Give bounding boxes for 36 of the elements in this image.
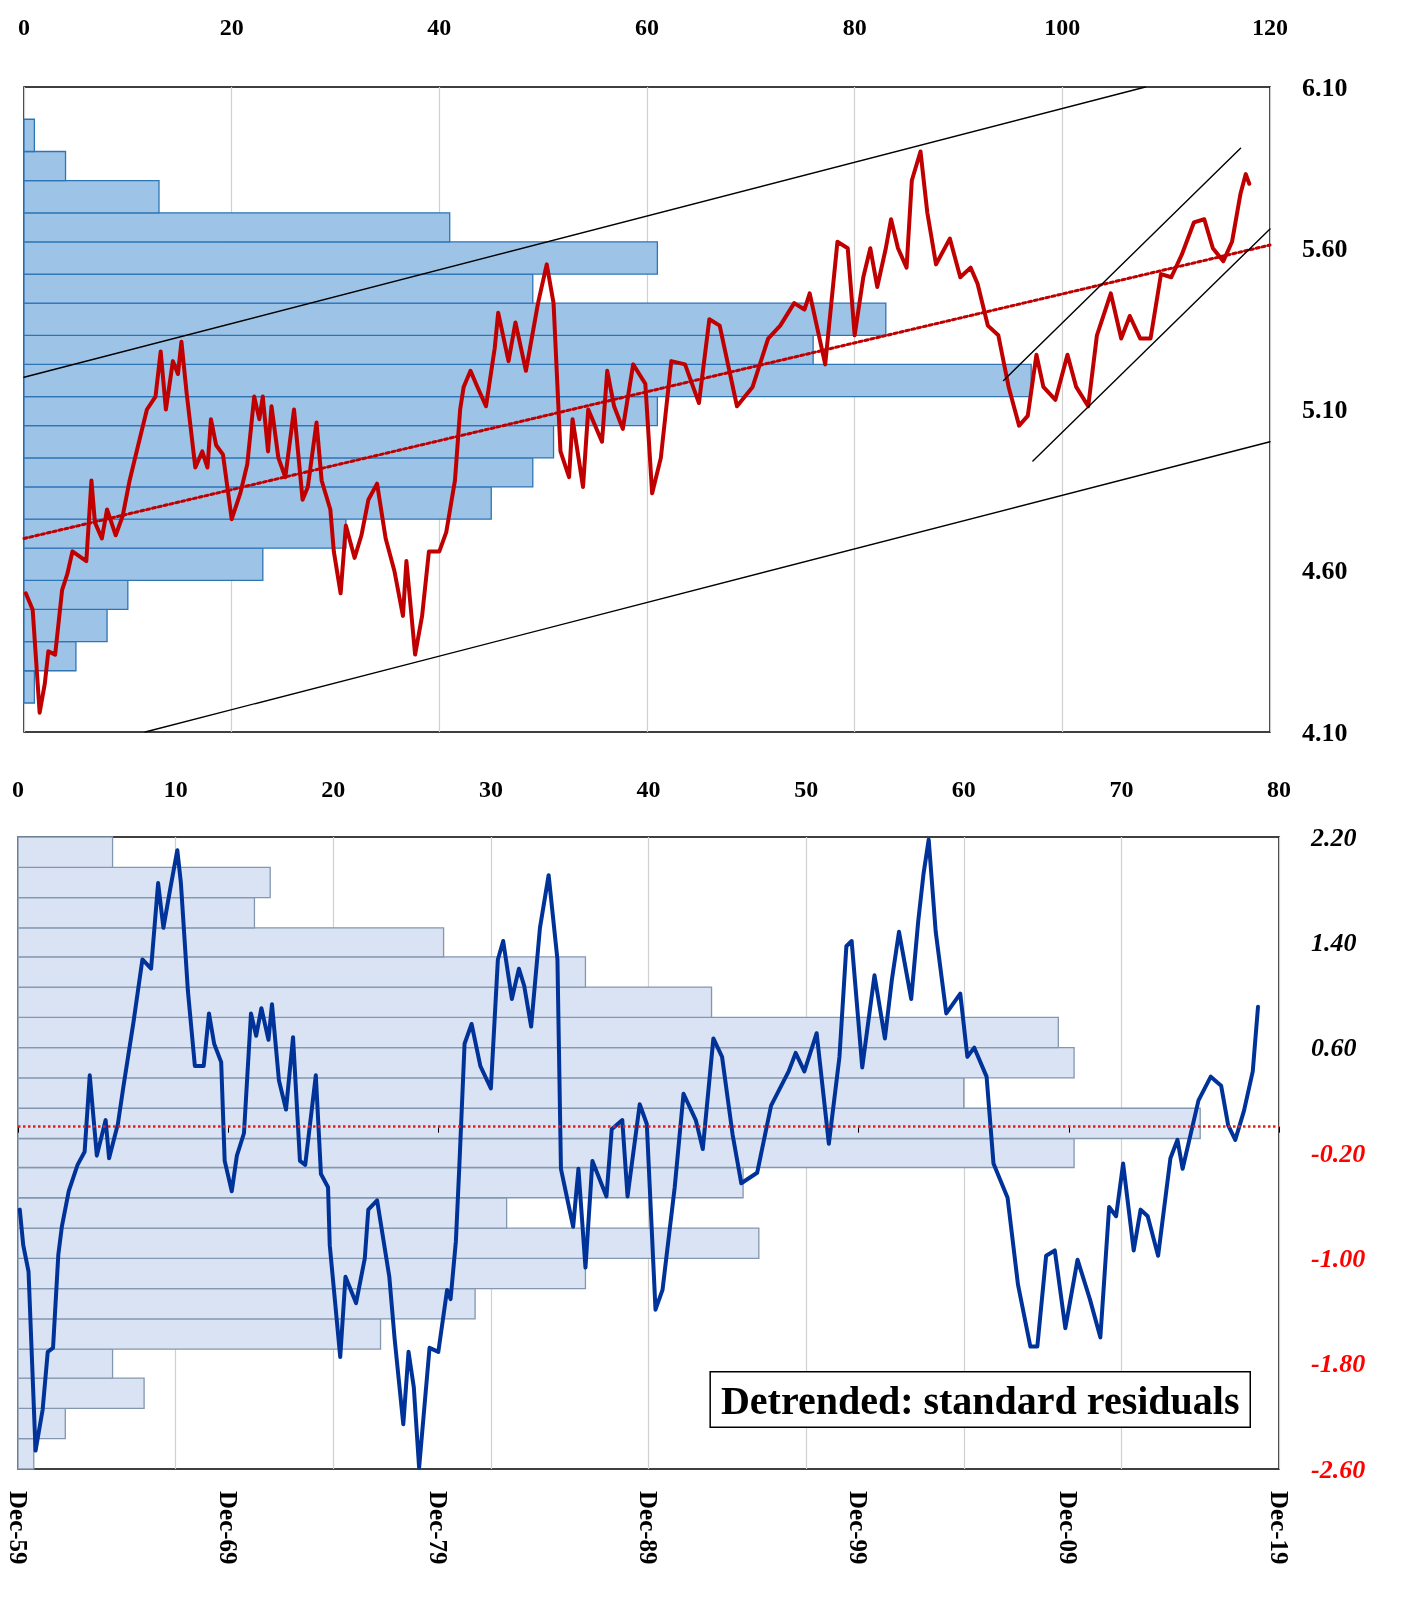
annotation: Detrended: standard residuals xyxy=(720,1378,1240,1423)
x-tick-label: Dec-09 xyxy=(1055,1491,1083,1565)
x-tick-label: Dec-19 xyxy=(1265,1491,1293,1565)
x-tick-label: 20 xyxy=(219,14,244,40)
x-tick-label: Dec-79 xyxy=(424,1491,452,1565)
y-tick-label: -1.80 xyxy=(1311,1349,1366,1379)
x-tick-label: 70 xyxy=(1109,776,1134,802)
x-tick-label: 60 xyxy=(951,776,976,802)
x-tick-label: 40 xyxy=(636,776,661,802)
y-tick-label: 1.40 xyxy=(1311,927,1357,957)
x-tick-label: 10 xyxy=(163,776,188,802)
y-tick-label: 4.10 xyxy=(1302,717,1348,747)
x-tick-label: 80 xyxy=(1267,776,1291,802)
x-tick-label: 30 xyxy=(478,776,503,802)
x-tick-label: Dec-59 xyxy=(4,1491,32,1565)
y-tick-label: -2.60 xyxy=(1311,1454,1366,1484)
x-tick-label: 0 xyxy=(12,776,24,802)
y-tick-label: -0.20 xyxy=(1311,1138,1366,1168)
x-tick-label: Dec-89 xyxy=(635,1491,663,1565)
y-tick-label: -1.00 xyxy=(1311,1243,1366,1273)
x-tick-label: 40 xyxy=(427,14,452,40)
y-tick-label: 5.10 xyxy=(1302,395,1348,424)
y-tick-label: 5.60 xyxy=(1302,233,1348,263)
x-tick-label: 120 xyxy=(1252,14,1288,40)
x-tick-label: 0 xyxy=(18,14,30,40)
x-tick-label: Dec-69 xyxy=(214,1491,242,1565)
x-tick-label: 60 xyxy=(635,14,659,40)
y-tick-label: 0.60 xyxy=(1311,1033,1357,1063)
x-tick-label: Dec-99 xyxy=(845,1491,873,1565)
x-tick-label: 20 xyxy=(321,776,346,802)
x-tick-label: 50 xyxy=(794,776,819,802)
x-tick-label: 80 xyxy=(842,14,867,40)
y-tick-label: 4.60 xyxy=(1302,556,1348,586)
x-tick-label: 100 xyxy=(1044,14,1081,40)
y-tick-label: 2.20 xyxy=(1310,822,1357,852)
y-tick-label: 6.10 xyxy=(1302,72,1348,102)
